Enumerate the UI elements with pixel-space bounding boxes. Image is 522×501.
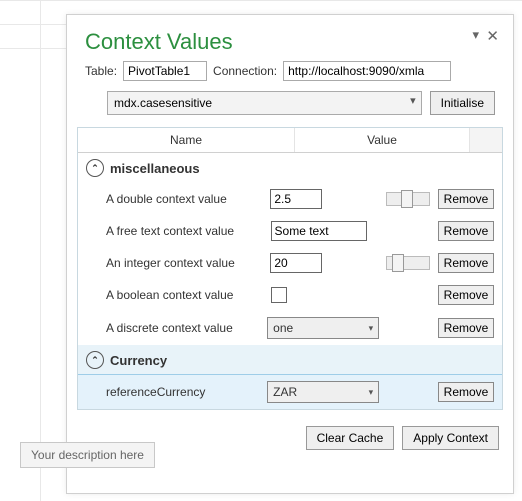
context-grid: Name Value ⌃ miscellaneous A double contex… [77,127,503,410]
header-name: Name [78,128,295,152]
connection-input[interactable] [283,61,451,81]
chevron-up-icon: ⌃ [86,159,104,177]
value-checkbox[interactable] [271,287,287,303]
table-input[interactable] [123,61,207,81]
spreadsheet-background: ▾ ✕ Context Values Table: Connection: In… [0,0,522,501]
selector-row: Initialise [67,91,513,127]
value-slider[interactable] [386,256,430,270]
group-label: Currency [110,353,167,368]
context-selector[interactable] [107,91,422,115]
value-input[interactable] [270,253,322,273]
remove-button[interactable]: Remove [438,221,494,241]
table-label: Table: [85,64,117,78]
apply-context-button[interactable]: Apply Context [402,426,499,450]
context-row[interactable]: A double context value Remove [78,183,502,215]
remove-button[interactable]: Remove [438,253,494,273]
context-row[interactable]: An integer context value Remove [78,247,502,279]
value-dropdown[interactable]: ZAR▾ [267,381,379,403]
row-name: An integer context value [106,256,262,270]
context-values-panel: ▾ ✕ Context Values Table: Connection: In… [66,14,514,494]
value-input[interactable] [271,221,367,241]
value-dropdown[interactable]: one▾ [267,317,379,339]
connection-label: Connection: [213,64,277,78]
row-name: A double context value [106,192,262,206]
scrollbar-placeholder[interactable] [470,128,502,152]
context-row[interactable]: referenceCurrency ZAR▾ Remove [78,374,502,409]
row-name: A discrete context value [106,321,259,335]
close-icon[interactable]: ✕ [486,27,499,45]
initialise-button[interactable]: Initialise [430,91,495,115]
table-connection-row: Table: Connection: [67,61,513,91]
pin-icon[interactable]: ▾ [472,27,479,43]
row-name: referenceCurrency [106,385,259,399]
value-slider[interactable] [386,192,430,206]
remove-button[interactable]: Remove [438,189,494,209]
context-row[interactable]: A discrete context value one▾ Remove [78,311,502,345]
context-row[interactable]: A free text context value Remove [78,215,502,247]
tooltip: Your description here [20,442,155,468]
remove-button[interactable]: Remove [438,382,494,402]
row-name: A boolean context value [106,288,263,302]
clear-cache-button[interactable]: Clear Cache [306,426,395,450]
header-value: Value [295,128,470,152]
context-row[interactable]: A boolean context value Remove [78,279,502,311]
group-label: miscellaneous [110,161,200,176]
chevron-up-icon: ⌃ [86,351,104,369]
panel-title: Context Values [67,15,513,61]
remove-button[interactable]: Remove [438,285,494,305]
row-name: A free text context value [106,224,263,238]
value-input[interactable] [270,189,322,209]
grid-header: Name Value [78,128,502,153]
group-header-currency[interactable]: ⌃ Currency [78,345,502,375]
remove-button[interactable]: Remove [438,318,494,338]
group-header-misc[interactable]: ⌃ miscellaneous [78,153,502,183]
